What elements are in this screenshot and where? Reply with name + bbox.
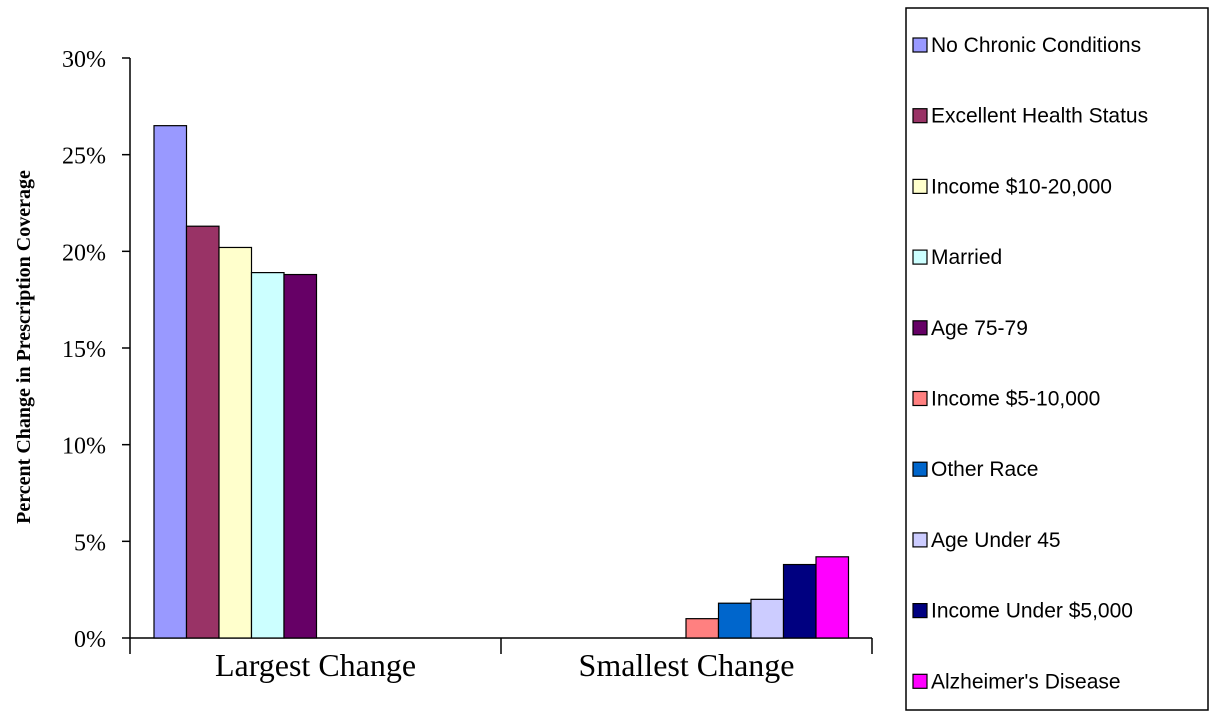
legend-entry: No Chronic Conditions bbox=[931, 34, 1141, 57]
legend-entry: Income $10-20,000 bbox=[931, 175, 1112, 198]
bar bbox=[717, 602, 752, 639]
bars bbox=[153, 125, 850, 639]
x-axis: Largest Change Smallest Change bbox=[129, 637, 873, 683]
legend-swatch bbox=[912, 178, 928, 194]
legend-entry: Excellent Health Status bbox=[931, 105, 1148, 128]
legend-swatch bbox=[912, 390, 928, 407]
x-category-label: Largest Change bbox=[215, 647, 416, 683]
legend-swatch bbox=[912, 320, 928, 336]
legend-entry: Alzheimer's Disease bbox=[931, 670, 1121, 693]
legend-box bbox=[905, 7, 1209, 711]
y-tick-label: 30% bbox=[62, 47, 106, 73]
legend-swatch bbox=[912, 532, 928, 548]
bar bbox=[185, 225, 220, 639]
y-axis: 0% 5% 10% 15% 20% 25% 30% bbox=[62, 47, 131, 653]
legend-entry: Age Under 45 bbox=[931, 529, 1061, 552]
bar bbox=[218, 246, 253, 639]
y-tick-label: 25% bbox=[62, 144, 106, 170]
y-tick-label: 5% bbox=[74, 530, 106, 556]
bar bbox=[283, 273, 318, 639]
legend-entry: Married bbox=[931, 246, 1002, 269]
legend-swatch bbox=[912, 602, 928, 619]
y-tick-label: 10% bbox=[62, 434, 106, 460]
legend-entry: Other Race bbox=[931, 458, 1038, 481]
bar bbox=[750, 598, 785, 639]
legend-swatch bbox=[912, 108, 928, 124]
legend: No Chronic Conditions Excellent Health St… bbox=[905, 7, 1209, 711]
legend-entry: Age 75-79 bbox=[931, 317, 1028, 340]
legend-entry: Income Under $5,000 bbox=[931, 600, 1133, 623]
y-axis-title: Percent Change in Prescription Coverage bbox=[13, 170, 35, 524]
legend-swatch bbox=[912, 249, 928, 265]
x-category-label: Smallest Change bbox=[579, 647, 795, 683]
legend-swatch bbox=[912, 37, 928, 53]
legend-entry: Income $5-10,000 bbox=[931, 388, 1100, 411]
bar bbox=[250, 272, 285, 639]
y-tick-label: 15% bbox=[62, 337, 106, 363]
legend-swatch bbox=[912, 673, 928, 689]
y-tick-label: 20% bbox=[62, 240, 106, 266]
bar bbox=[685, 618, 720, 639]
bar bbox=[815, 556, 850, 639]
y-tick-label: 0% bbox=[74, 627, 106, 653]
legend-swatch bbox=[912, 461, 928, 477]
bar bbox=[153, 125, 188, 639]
bar bbox=[782, 563, 817, 639]
